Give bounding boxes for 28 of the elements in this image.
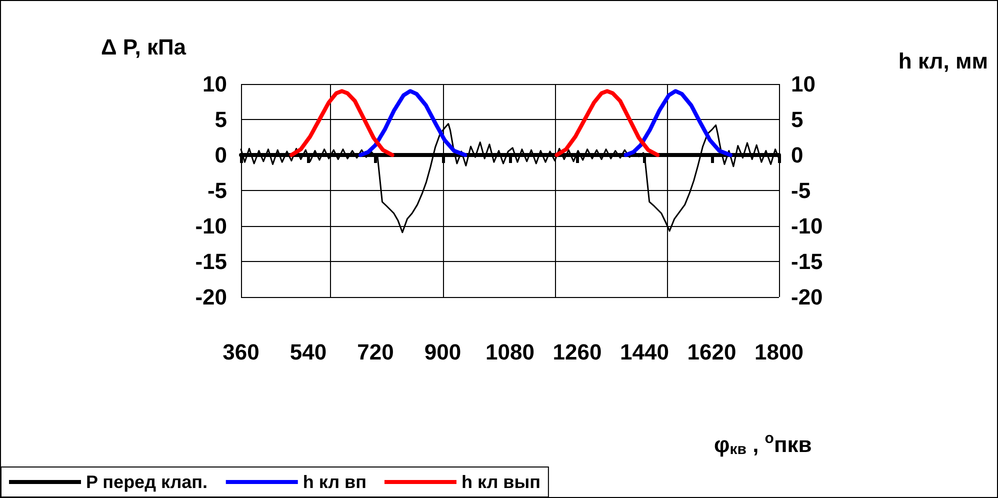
x-tick-label: 360	[222, 340, 260, 364]
x-tick-label: 1440	[620, 340, 669, 364]
y2-axis-title: h кл, мм	[898, 48, 988, 74]
y-tick-label: 5	[214, 107, 227, 132]
y-tick-label: -20	[195, 284, 227, 310]
x-tick-label: 1800	[754, 340, 804, 364]
x-tick-label: 1620	[687, 340, 736, 364]
legend-label: P перед клап.	[86, 472, 208, 492]
y-tick-label: 0	[214, 142, 227, 168]
x-tick-label: 540	[290, 340, 327, 364]
legend-label: h кл вп	[302, 472, 366, 492]
y2-tick-label: 5	[791, 107, 804, 132]
y2-tick-label: 0	[791, 142, 804, 168]
y2-tick-label: -20	[791, 284, 823, 310]
x-tick-label: 1260	[552, 340, 602, 364]
y-tick-label: -5	[207, 178, 227, 203]
x-tick-label: 720	[357, 340, 394, 364]
legend-label: h кл вып	[461, 472, 540, 492]
y-tick-label: -10	[195, 214, 227, 238]
y2-tick-label: -5	[791, 178, 811, 203]
y2-tick-label: -10	[791, 214, 823, 238]
y-axis-title: Δ P, кПа	[101, 34, 187, 60]
y-tick-label: -15	[195, 249, 227, 274]
x-tick-label: 1080	[486, 340, 534, 364]
x-tick-label: 900	[424, 340, 462, 364]
y2-tick-label: -15	[791, 249, 823, 274]
y-tick-label: 10	[202, 72, 227, 96]
y2-tick-label: 10	[791, 72, 816, 96]
